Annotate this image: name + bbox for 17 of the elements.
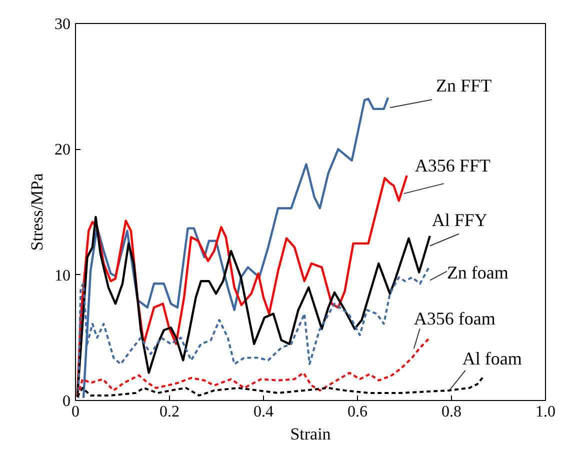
series-label: A356 FFT xyxy=(414,156,490,176)
series-label: Al FFY xyxy=(432,210,488,230)
text: Zn FFT xyxy=(436,76,492,96)
x-axis-title: Strain xyxy=(290,424,332,444)
y-tick-label: 10 xyxy=(54,267,70,284)
x-tick-label: 0.2 xyxy=(160,404,180,420)
x-tick-label: 0.8 xyxy=(442,404,462,420)
y-tick-label: 30 xyxy=(54,16,70,33)
x-tick-label: 0.6 xyxy=(348,404,368,420)
y-axis-title: Stress/MPa xyxy=(28,172,46,251)
x-tick-label: 1.0 xyxy=(536,404,556,420)
series-label: Al foam xyxy=(462,348,522,368)
y-tick-label: 20 xyxy=(54,142,70,159)
series-label: A356 foam xyxy=(414,308,496,329)
y-tick-label: 0 xyxy=(62,393,70,410)
series-label: Zn foam xyxy=(446,262,508,282)
x-tick-label: 0.4 xyxy=(254,404,274,420)
